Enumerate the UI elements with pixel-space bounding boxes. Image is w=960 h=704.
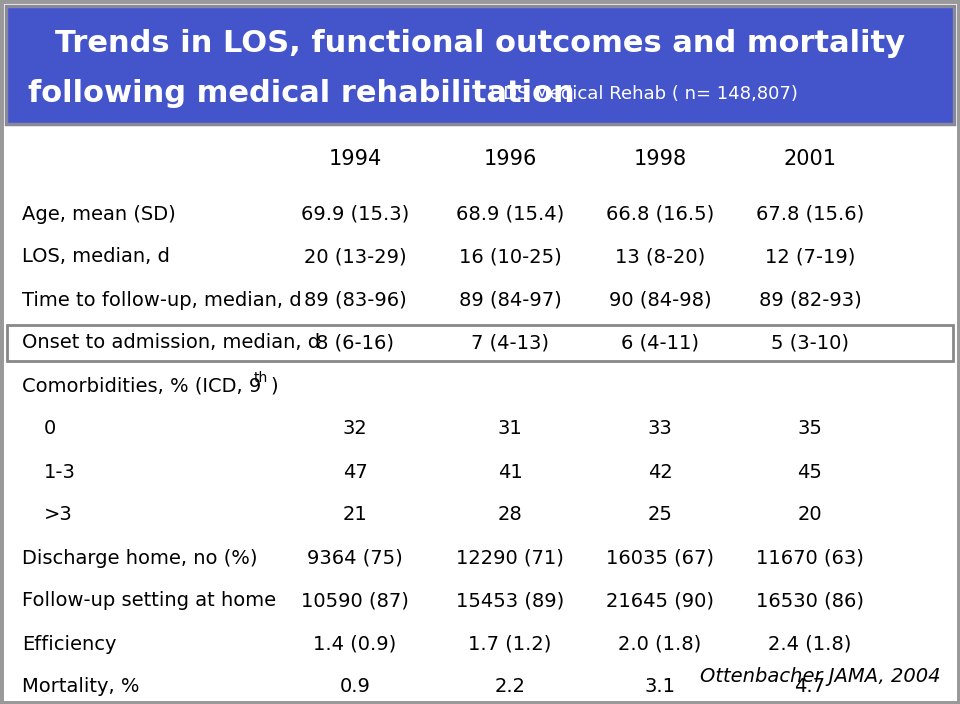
Text: 47: 47 [343, 463, 368, 482]
Text: 1.4 (0.9): 1.4 (0.9) [313, 634, 396, 653]
Text: 2.4 (1.8): 2.4 (1.8) [768, 634, 852, 653]
Text: 35: 35 [798, 420, 823, 439]
Text: 20: 20 [798, 505, 823, 524]
Text: 4.7: 4.7 [795, 677, 826, 696]
Text: Ottenbacher JAMA, 2004: Ottenbacher JAMA, 2004 [700, 667, 940, 686]
Text: 6 (4-11): 6 (4-11) [621, 334, 699, 353]
Text: 20 (13-29): 20 (13-29) [303, 248, 406, 267]
Text: 16530 (86): 16530 (86) [756, 591, 864, 610]
Text: 15453 (89): 15453 (89) [456, 591, 564, 610]
Text: 89 (84-97): 89 (84-97) [459, 291, 562, 310]
Text: Comorbidities, % (ICD, 9: Comorbidities, % (ICD, 9 [22, 377, 261, 396]
Text: Follow-up setting at home: Follow-up setting at home [22, 591, 276, 610]
Text: 0.9: 0.9 [340, 677, 371, 696]
Text: 31: 31 [497, 420, 522, 439]
Text: 12 (7-19): 12 (7-19) [765, 248, 855, 267]
Text: LOS, median, d: LOS, median, d [22, 248, 170, 267]
Text: ): ) [270, 377, 277, 396]
Text: 1.7 (1.2): 1.7 (1.2) [468, 634, 552, 653]
Text: 45: 45 [798, 463, 823, 482]
Text: 16035 (67): 16035 (67) [606, 548, 714, 567]
Text: Onset to admission, median, d: Onset to admission, median, d [22, 334, 320, 353]
Text: 21: 21 [343, 505, 368, 524]
Text: 89 (83-96): 89 (83-96) [303, 291, 406, 310]
Text: 69.9 (15.3): 69.9 (15.3) [300, 204, 409, 223]
Text: 89 (82-93): 89 (82-93) [758, 291, 861, 310]
Text: 10590 (87): 10590 (87) [301, 591, 409, 610]
Text: 2.0 (1.8): 2.0 (1.8) [618, 634, 702, 653]
Text: 0: 0 [44, 420, 57, 439]
Text: 67.8 (15.6): 67.8 (15.6) [756, 204, 864, 223]
Text: 33: 33 [648, 420, 672, 439]
Text: 13 (8-20): 13 (8-20) [614, 248, 706, 267]
Text: 28: 28 [497, 505, 522, 524]
Text: 12290 (71): 12290 (71) [456, 548, 564, 567]
Text: 8 (6-16): 8 (6-16) [316, 334, 394, 353]
Text: Trends in LOS, functional outcomes and mortality: Trends in LOS, functional outcomes and m… [55, 30, 905, 58]
Text: Mortality, %: Mortality, % [22, 677, 139, 696]
Bar [6, 6, 954, 124]
Text: 90 (84-98): 90 (84-98) [609, 291, 711, 310]
Text: th: th [254, 371, 268, 385]
Text: 66.8 (16.5): 66.8 (16.5) [606, 204, 714, 223]
Bar [7, 325, 953, 361]
Text: 11670 (63): 11670 (63) [756, 548, 864, 567]
Text: 2.2: 2.2 [494, 677, 525, 696]
Text: 5 (3-10): 5 (3-10) [771, 334, 849, 353]
Text: 42: 42 [648, 463, 672, 482]
Text: 2001: 2001 [783, 149, 836, 169]
Text: 1994: 1994 [328, 149, 382, 169]
Text: 1996: 1996 [483, 149, 537, 169]
Text: following medical rehabilitation: following medical rehabilitation [28, 80, 575, 108]
Text: 1-3: 1-3 [44, 463, 76, 482]
Text: Time to follow-up, median, d: Time to follow-up, median, d [22, 291, 301, 310]
Text: Discharge home, no (%): Discharge home, no (%) [22, 548, 257, 567]
Text: 68.9 (15.4): 68.9 (15.4) [456, 204, 564, 223]
Text: 7 (4-13): 7 (4-13) [471, 334, 549, 353]
Text: 32: 32 [343, 420, 368, 439]
Text: 16 (10-25): 16 (10-25) [459, 248, 562, 267]
Text: Efficiency: Efficiency [22, 634, 116, 653]
Text: 9364 (75): 9364 (75) [307, 548, 403, 567]
Text: >3: >3 [44, 505, 73, 524]
Text: 21645 (90): 21645 (90) [606, 591, 714, 610]
Text: 41: 41 [497, 463, 522, 482]
Text: UDS Medical Rehab ( n= 148,807): UDS Medical Rehab ( n= 148,807) [490, 85, 798, 103]
Text: 25: 25 [648, 505, 672, 524]
Text: 1998: 1998 [634, 149, 686, 169]
Text: 3.1: 3.1 [644, 677, 676, 696]
Text: Age, mean (SD): Age, mean (SD) [22, 204, 176, 223]
